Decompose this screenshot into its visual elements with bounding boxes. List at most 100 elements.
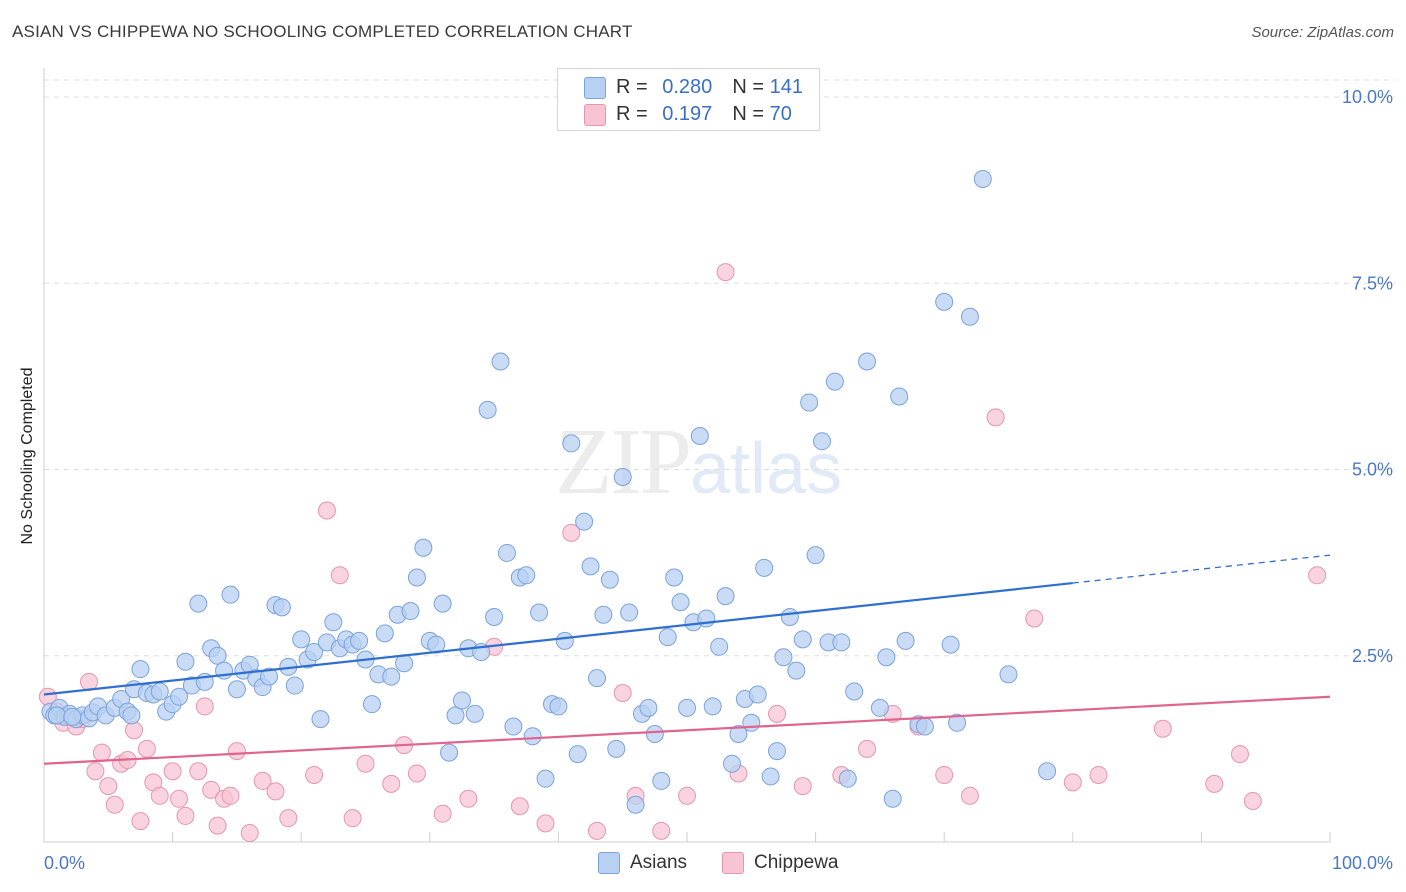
asian-point <box>414 538 433 557</box>
asian-point <box>729 724 748 743</box>
asian-point <box>658 628 677 647</box>
asian-point <box>401 602 420 621</box>
asian-point <box>549 697 568 716</box>
chippewa-point <box>80 672 99 691</box>
chippewa-point <box>150 786 169 805</box>
asian-point <box>350 631 369 650</box>
asian-point <box>613 467 632 486</box>
asian-point <box>47 706 66 725</box>
asian-point <box>716 587 735 606</box>
y-tick-label: 2.5% <box>1352 646 1393 666</box>
chippewa-point <box>986 408 1005 427</box>
chippewa-point <box>99 777 118 796</box>
asian-point <box>813 432 832 451</box>
chippewa-point <box>221 786 240 805</box>
asian-n-label: N = <box>732 75 765 98</box>
asian-n-value: 141 <box>769 75 803 98</box>
asian-point <box>755 558 774 577</box>
asian-point <box>678 698 696 717</box>
asian-point <box>748 685 767 704</box>
asian-point <box>227 680 246 699</box>
chippewa-point <box>176 806 195 825</box>
asian-point <box>395 654 414 673</box>
x-tick-label-min: 0.0% <box>44 853 85 873</box>
asian-point <box>497 543 516 562</box>
chippewa-point <box>266 782 285 801</box>
asian-point <box>176 652 195 671</box>
chippewa-point <box>793 777 812 796</box>
chippewa-point <box>678 786 696 805</box>
asian-point <box>665 568 684 587</box>
asian-trend-extension <box>1072 554 1331 584</box>
asian-point <box>973 169 992 188</box>
asian-point <box>1038 762 1057 781</box>
asian-point <box>555 631 574 650</box>
asian-point <box>311 710 330 729</box>
asian-point <box>800 393 819 412</box>
asian-point <box>768 742 787 761</box>
chippewa-r-value: 0.197 <box>662 102 713 125</box>
asian-r-value: 0.280 <box>662 75 713 98</box>
chippewa-point <box>960 786 979 805</box>
asian-point <box>594 605 613 624</box>
asian-point <box>652 771 671 790</box>
chippewa-point <box>227 742 246 761</box>
chippewa-point <box>279 809 298 828</box>
asian-point <box>838 769 857 788</box>
asian-point <box>562 434 581 453</box>
asian-point <box>575 512 594 531</box>
asian-point <box>446 706 465 725</box>
chippewa-point <box>195 697 214 716</box>
chippewa-point <box>407 764 426 783</box>
chippewa-point <box>382 774 401 793</box>
asian-point <box>530 603 549 622</box>
asian-point <box>375 624 394 643</box>
asian-point <box>170 687 189 706</box>
y-tick-label: 7.5% <box>1352 273 1393 293</box>
asian-point <box>915 717 934 736</box>
chippewa-point <box>1063 773 1082 792</box>
asian-point <box>587 669 606 688</box>
asian-point <box>806 546 825 565</box>
chippewa-point <box>317 501 336 520</box>
chippewa-point <box>208 816 227 835</box>
asian-point <box>491 352 510 371</box>
asian-point <box>639 698 658 717</box>
chippewa-point <box>356 754 375 773</box>
y-tick-label: 10.0% <box>1342 87 1393 107</box>
y-tick-label: 5.0% <box>1352 460 1393 480</box>
chart-title: ASIAN VS CHIPPEWA NO SCHOOLING COMPLETED… <box>12 22 633 41</box>
asian-point <box>517 566 536 585</box>
chippewa-point <box>510 797 529 816</box>
asian-point <box>626 795 645 814</box>
asian-point <box>793 630 812 649</box>
asian-point <box>440 743 459 762</box>
chippewa-r-label: R = <box>616 102 648 125</box>
asian-point <box>292 630 311 649</box>
asian-point <box>536 769 555 788</box>
chippewa-point <box>1243 792 1262 811</box>
chippewa-point <box>433 804 452 823</box>
asian-point <box>131 660 150 679</box>
chippewa-legend-row: R = 0.197 N = 70 <box>616 102 792 126</box>
chippewa-point <box>858 739 877 758</box>
asian-point <box>260 667 279 686</box>
asian-point <box>710 637 729 656</box>
asian-legend-row: R = 0.280 N = 141 <box>616 75 803 99</box>
chippewa-point <box>1308 566 1327 585</box>
chippewa-point <box>92 743 111 762</box>
chippewa-point <box>86 762 105 781</box>
axes <box>43 68 1331 843</box>
asian-point <box>620 603 639 622</box>
asian-point <box>600 570 619 589</box>
asian-point <box>703 697 722 716</box>
asian-point <box>832 633 851 652</box>
asian-point <box>407 568 426 587</box>
asian-point <box>761 767 780 786</box>
chippewa-n-label: N = <box>732 102 765 125</box>
chippewa-trend-line <box>43 695 1331 765</box>
chippewa-point <box>189 762 208 781</box>
watermark-zip: ZIP <box>555 410 692 514</box>
asian-point <box>607 739 626 758</box>
chippewa-point <box>1153 719 1172 738</box>
